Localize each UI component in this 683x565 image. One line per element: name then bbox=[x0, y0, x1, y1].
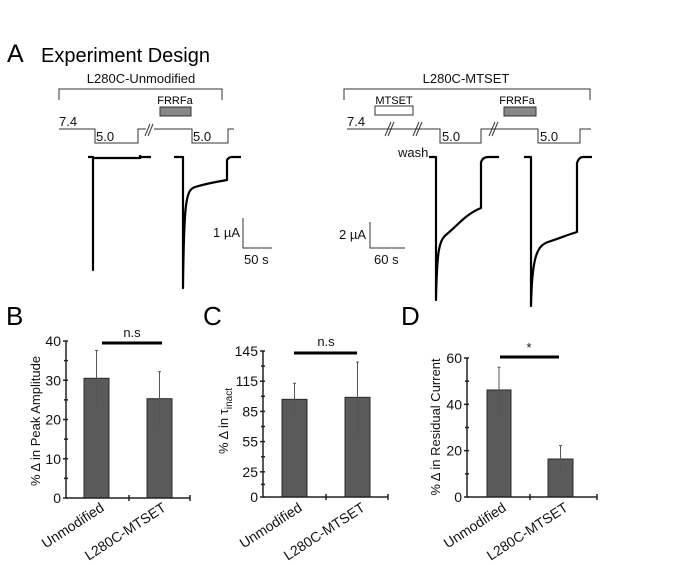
wash-label: wash bbox=[397, 145, 428, 160]
y-tick-label: 25 bbox=[242, 464, 258, 480]
chart-tau-inact: C % Δ in τinact n.s UnmodifiedL280C-MTSE… bbox=[203, 301, 389, 563]
scale-current-label: 2 µA bbox=[339, 227, 366, 242]
panel-a-title: Experiment Design bbox=[41, 45, 210, 67]
ph-low-label: 5.0 bbox=[442, 129, 460, 144]
ph-start-label: 7.4 bbox=[59, 114, 77, 129]
ph-low-label: 5.0 bbox=[540, 129, 558, 144]
mtset-bar bbox=[374, 105, 414, 116]
significance-label: n.s bbox=[317, 334, 335, 349]
y-tick-label: 0 bbox=[250, 489, 258, 505]
unmodified-bracket bbox=[58, 88, 223, 100]
y-axis-label: % Δ in τinact bbox=[216, 388, 235, 454]
break-icon bbox=[384, 121, 499, 137]
current-trace bbox=[429, 155, 499, 302]
panel-letter-d: D bbox=[401, 301, 420, 331]
y-axis-label-main: % Δ in τ bbox=[216, 408, 231, 454]
frrfa-label: FRRFa bbox=[157, 95, 193, 107]
scale-time-label: 60 s bbox=[374, 252, 399, 267]
mtset-bracket bbox=[343, 88, 591, 100]
significance-label: n.s bbox=[123, 325, 141, 340]
y-tick-label: 20 bbox=[45, 412, 61, 428]
y-tick-label: 115 bbox=[236, 373, 259, 389]
y-tick-label: 30 bbox=[45, 372, 61, 388]
mtset-label: MTSET bbox=[375, 95, 413, 107]
y-tick-label: 40 bbox=[45, 333, 61, 349]
current-trace bbox=[524, 155, 592, 308]
ph-start-label: 7.4 bbox=[347, 114, 365, 129]
unmodified-protocol: L280C-Unmodified FRRFa 7.4 5.0 5.0 1 µA … bbox=[58, 71, 272, 290]
y-tick-label: 0 bbox=[53, 490, 61, 506]
chart-residual-current: D % Δ in Residual Current * UnmodifiedL2… bbox=[401, 301, 598, 563]
ph-low-label: 5.0 bbox=[96, 129, 114, 144]
panel-a: A Experiment Design L280C-Unmodified FRR… bbox=[7, 40, 592, 308]
scale-bar bbox=[242, 218, 272, 249]
scale-bar bbox=[369, 222, 405, 249]
y-tick-label: 40 bbox=[446, 396, 462, 412]
y-axis-label: % Δ in Peak Amplitude bbox=[28, 356, 43, 486]
ph-protocol-line bbox=[59, 128, 234, 144]
break-icon bbox=[144, 123, 154, 137]
y-axis-label: % Δ in Residual Current bbox=[428, 358, 443, 496]
mtset-title: L280C-MTSET bbox=[423, 71, 510, 86]
frrfa-bar bbox=[159, 106, 192, 117]
panel-letter-b: B bbox=[6, 301, 23, 331]
chart-peak-amplitude: B % Δ in Peak Amplitude n.s UnmodifiedL2… bbox=[6, 301, 191, 563]
scale-current-label: 1 µA bbox=[213, 225, 240, 240]
panel-letter-c: C bbox=[203, 301, 222, 331]
current-trace bbox=[88, 155, 151, 272]
current-trace bbox=[174, 155, 241, 290]
scale-time-label: 50 s bbox=[244, 252, 269, 267]
y-tick-label: 145 bbox=[235, 343, 259, 359]
ph-low-label: 5.0 bbox=[193, 129, 211, 144]
y-tick-label: 20 bbox=[446, 443, 462, 459]
mtset-protocol: L280C-MTSET MTSET FRRFa 7.4 wash 5.0 5.0… bbox=[339, 71, 592, 308]
y-tick-label: 10 bbox=[45, 451, 61, 467]
frrfa-label: FRRFa bbox=[499, 95, 535, 107]
unmodified-title: L280C-Unmodified bbox=[87, 71, 195, 86]
y-tick-label: 0 bbox=[454, 489, 462, 505]
y-tick-label: 55 bbox=[242, 434, 258, 450]
y-tick-label: 60 bbox=[446, 350, 462, 366]
ph-protocol-line bbox=[347, 128, 591, 144]
frrfa-bar bbox=[503, 106, 537, 117]
y-tick-label: 85 bbox=[242, 403, 258, 419]
y-axis-label-sub: inact bbox=[224, 388, 235, 409]
significance-label: * bbox=[526, 340, 531, 355]
panel-letter-a: A bbox=[7, 40, 24, 68]
